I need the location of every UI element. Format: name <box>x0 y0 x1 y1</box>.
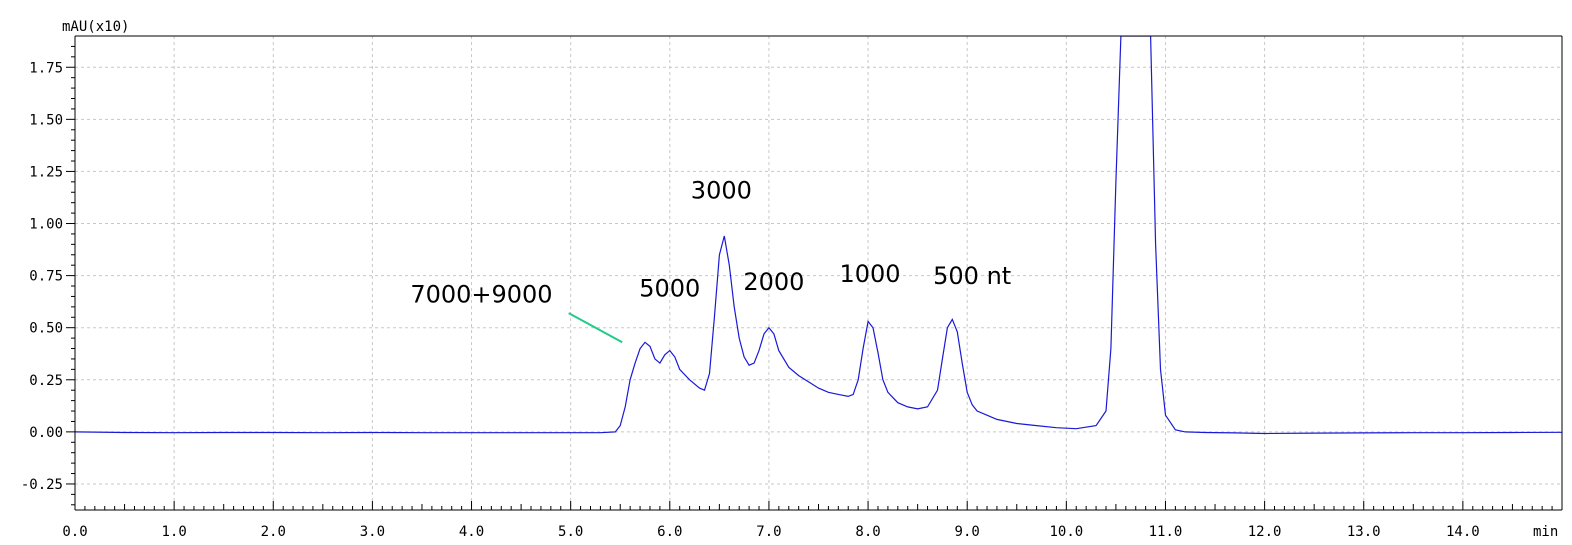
grid-layer <box>75 36 1562 510</box>
annotation-pointer-line <box>568 312 623 344</box>
x-tick-label: 2.0 <box>261 524 286 540</box>
peak-annotation: 3000 <box>691 177 752 205</box>
x-tick-label: 9.0 <box>955 524 980 540</box>
x-tick-label: 10.0 <box>1049 524 1083 540</box>
peak-annotation: 500 nt <box>933 262 1011 290</box>
x-tick-label: 14.0 <box>1446 524 1480 540</box>
y-tick-label: 0.50 <box>29 321 63 337</box>
x-tick-label: 13.0 <box>1347 524 1381 540</box>
x-tick-label: 6.0 <box>657 524 682 540</box>
chromatogram-trace <box>75 36 1562 435</box>
y-tick-label: 1.75 <box>29 60 63 76</box>
x-tick-label: 12.0 <box>1248 524 1282 540</box>
x-tick-label: 7.0 <box>756 524 781 540</box>
x-tick-label: 4.0 <box>459 524 484 540</box>
y-tick-label: 0.00 <box>29 425 63 441</box>
axes-layer: 0.0 1.0 2.0 3.0 4.0 5.0 6.0 7.0 8.0 9.0 10.0 11.0 12… <box>21 35 1563 540</box>
x-tick-label: 0.0 <box>62 524 87 540</box>
x-tick-label: 3.0 <box>360 524 385 540</box>
x-tick-label: 5.0 <box>558 524 583 540</box>
peak-annotation: 5000 <box>639 274 700 302</box>
peak-annotation: 2000 <box>743 268 804 296</box>
y-axis-unit-label: mAU(x10) <box>62 19 129 35</box>
y-tick-label: 1.50 <box>29 112 63 128</box>
y-tick-label: 1.25 <box>29 164 63 180</box>
x-axis-unit-label: min <box>1533 524 1558 540</box>
annotation-layer: 7000+9000 5000 3000 2000 1000 500 nt <box>410 177 1011 344</box>
y-tick-label: -0.25 <box>21 477 63 493</box>
peak-annotation: 1000 <box>840 260 901 288</box>
x-tick-label: 11.0 <box>1149 524 1183 540</box>
trace-layer <box>75 36 1562 435</box>
y-tick-label: 0.25 <box>29 373 63 389</box>
y-tick-label: 0.75 <box>29 269 63 285</box>
peak-annotation: 7000+9000 <box>410 281 552 309</box>
x-tick-label: 8.0 <box>855 524 880 540</box>
x-tick-label: 1.0 <box>161 524 186 540</box>
y-tick-label: 1.00 <box>29 217 63 233</box>
